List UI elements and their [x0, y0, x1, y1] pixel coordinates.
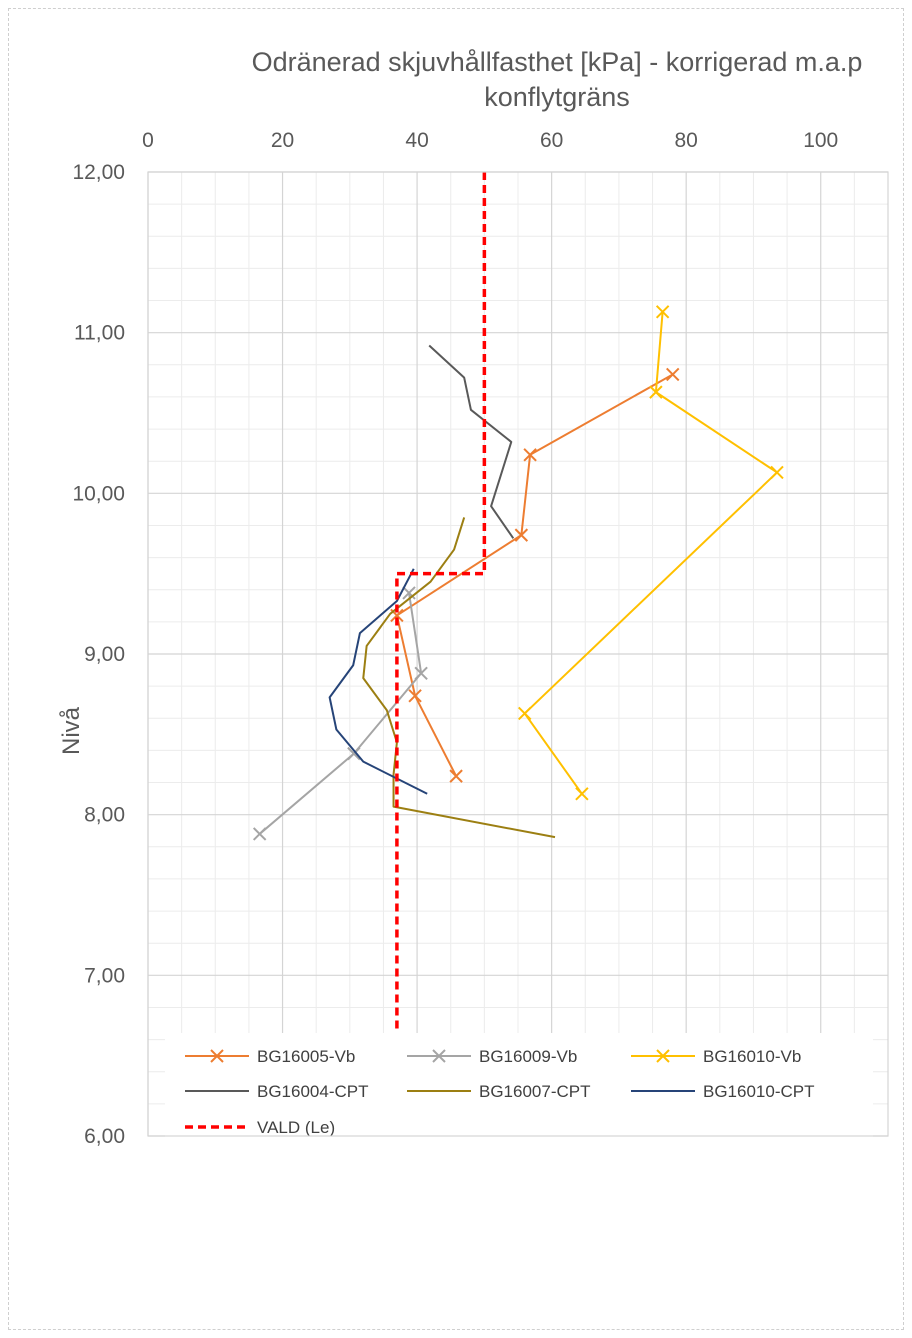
legend-item-bg16004-cpt: BG16004-CPT — [185, 1082, 369, 1101]
data-point-bg16005-vb — [449, 769, 463, 783]
legend-label: BG16007-CPT — [479, 1082, 591, 1101]
series-bg16010-vb — [518, 305, 784, 801]
x-tick-label: 80 — [675, 129, 698, 152]
plot-area-border — [147, 171, 889, 1137]
x-axis-ticks: 0 20 40 60 80 100 — [142, 129, 838, 152]
chart-svg: Odränerad skjuvhållfasthet [kPa] - korri… — [58, 47, 889, 1148]
legend-box — [165, 1033, 873, 1145]
data-point-bg16005-vb — [514, 528, 529, 542]
legend-marker — [656, 1049, 670, 1063]
series-bg16007-cpt — [362, 517, 556, 839]
data-point-bg16010-vb — [649, 385, 663, 399]
x-tick-label: 20 — [271, 129, 294, 152]
y-axis-ticks: 12,00 11,00 10,00 9,00 8,00 7,00 6,00 — [72, 161, 125, 1148]
data-point-bg16009-vb — [347, 746, 361, 761]
legend-item-vald-le: VALD (Le) — [185, 1118, 335, 1137]
data-point-bg16005-vb — [523, 448, 537, 462]
series-line-vald-le — [395, 172, 487, 1136]
y-tick-label: 9,00 — [84, 643, 125, 666]
legend-item-bg16007-cpt: BG16007-CPT — [407, 1082, 591, 1101]
x-tick-label: 100 — [803, 129, 838, 152]
series-line-bg16007-cpt — [362, 517, 556, 839]
chart-title: Odränerad skjuvhållfasthet [kPa] - korri… — [252, 47, 863, 112]
legend-marker — [432, 1049, 446, 1063]
data-point-bg16005-vb — [666, 367, 680, 382]
y-axis-title: Nivå — [58, 706, 85, 755]
chart-frame: Odränerad skjuvhållfasthet [kPa] - korri… — [8, 8, 904, 1330]
data-point-bg16010-vb — [575, 787, 589, 801]
series-line-bg16005-vb — [395, 373, 674, 777]
chart-title-line-2: konflytgräns — [484, 82, 630, 112]
series-line-bg16004-cpt — [428, 344, 515, 539]
legend-marker — [210, 1049, 224, 1063]
legend: BG16005-Vb BG16009-Vb BG16010-Vb BG16004-CP… — [165, 1033, 873, 1145]
series-bg16004-cpt — [428, 344, 515, 539]
y-tick-label: 8,00 — [84, 804, 125, 827]
series-line-bg16010-vb — [523, 311, 778, 795]
series-layer — [252, 172, 784, 1136]
legend-label: BG16010-CPT — [703, 1082, 815, 1101]
chart-title-line-1: Odränerad skjuvhållfasthet [kPa] - korri… — [252, 47, 863, 77]
data-point-bg16009-vb — [402, 586, 416, 600]
data-point-bg16010-vb — [518, 706, 532, 721]
series-bg16010-cpt — [328, 568, 428, 795]
legend-label: BG16009-Vb — [479, 1047, 577, 1066]
legend-item-bg16010-cpt: BG16010-CPT — [631, 1082, 815, 1101]
data-point-bg16005-vb — [408, 689, 422, 703]
series-line-bg16010-cpt — [328, 568, 428, 795]
data-point-bg16009-vb — [252, 827, 267, 841]
legend-label: BG16004-CPT — [257, 1082, 369, 1101]
y-tick-label: 10,00 — [72, 482, 125, 505]
legend-label: BG16005-Vb — [257, 1047, 355, 1066]
data-point-bg16010-vb — [655, 305, 670, 319]
legend-item-bg16005-vb: BG16005-Vb — [185, 1047, 355, 1066]
data-point-bg16009-vb — [414, 666, 428, 680]
y-tick-label: 6,00 — [84, 1125, 125, 1148]
x-tick-label: 60 — [540, 129, 563, 152]
legend-label: VALD (Le) — [257, 1118, 335, 1137]
x-tick-label: 40 — [405, 129, 428, 152]
y-tick-label: 11,00 — [74, 322, 125, 345]
y-tick-label: 7,00 — [84, 964, 125, 987]
y-tick-label: 12,00 — [72, 161, 125, 184]
legend-item-bg16009-vb: BG16009-Vb — [407, 1047, 577, 1066]
legend-label: BG16010-Vb — [703, 1047, 801, 1066]
grid — [147, 171, 889, 1137]
series-bg16009-vb — [252, 586, 428, 841]
legend-item-bg16010-vb: BG16010-Vb — [631, 1047, 801, 1066]
series-vald-le — [395, 172, 487, 1136]
data-point-bg16010-vb — [770, 465, 784, 480]
x-tick-label: 0 — [142, 129, 154, 152]
